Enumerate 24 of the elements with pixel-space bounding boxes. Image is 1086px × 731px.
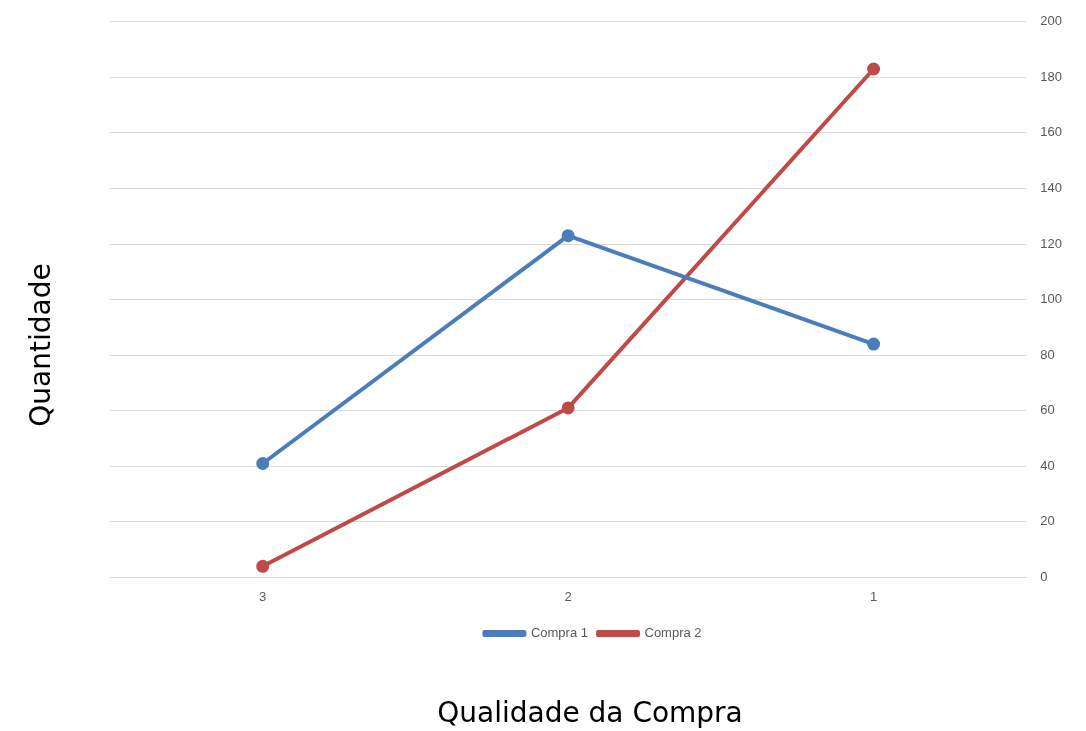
y-tick-label: 60	[1040, 402, 1055, 418]
y-tick-label: 80	[1040, 346, 1055, 362]
point	[256, 559, 270, 573]
x-axis-title: Qualidade da Compra	[437, 695, 743, 729]
x-tick-label: 1	[869, 588, 878, 604]
y-tick-label: 180	[1040, 68, 1063, 84]
y-tick-label: 20	[1040, 513, 1055, 529]
y-tick-label: 200	[1040, 13, 1063, 29]
y-tick-label: 140	[1040, 180, 1063, 196]
y-axis-title: Quantidade	[23, 263, 57, 427]
x-tick-label: 3	[259, 588, 267, 604]
point	[867, 62, 881, 76]
point	[867, 337, 881, 351]
y-tick-label: 100	[1040, 291, 1063, 307]
point	[256, 457, 270, 470]
y-tick-label: 40	[1040, 457, 1055, 473]
x-tick-label: 2	[564, 588, 572, 604]
point	[561, 229, 575, 243]
legend-label: Compra 1	[530, 625, 588, 641]
y-tick-label: 120	[1040, 235, 1063, 251]
point	[561, 401, 575, 415]
y-tick-label: 0	[1040, 568, 1048, 584]
legend-label: Compra 2	[644, 625, 702, 641]
y-tick-label: 160	[1040, 124, 1063, 140]
